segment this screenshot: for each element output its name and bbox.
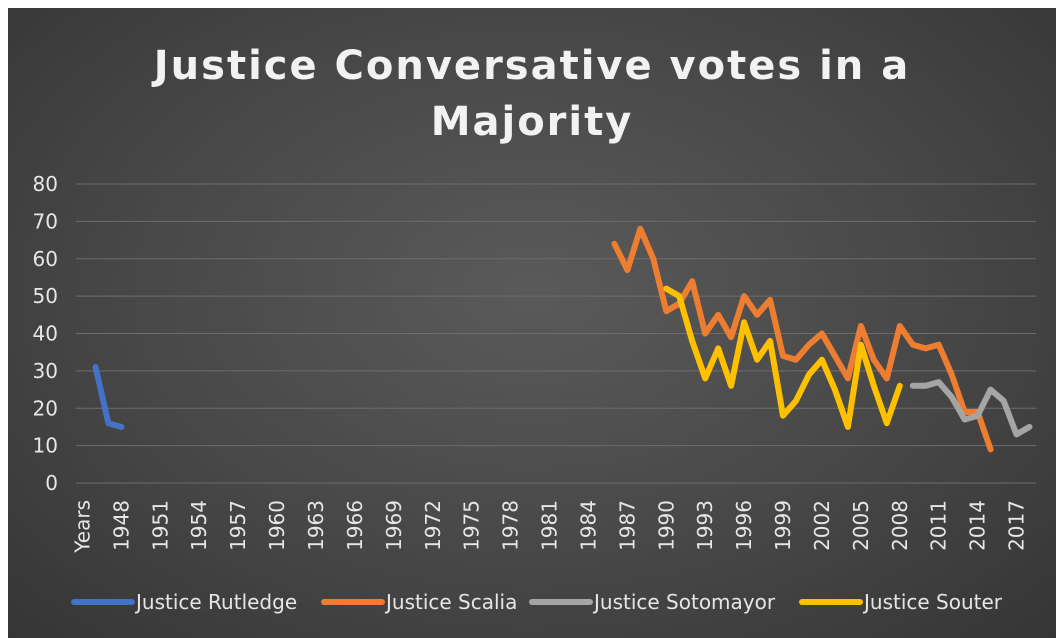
y-tick-label-50: 50 — [33, 284, 58, 308]
x-tick-label-1999: 1999 — [771, 500, 795, 551]
y-tick-label-60: 60 — [33, 247, 58, 271]
series-line-justice-rutledge — [92, 364, 125, 430]
x-tick-label-2017: 2017 — [1005, 500, 1029, 551]
series-line-justice-souter — [663, 285, 903, 430]
legend-label-2: Justice Sotomayor — [592, 590, 776, 614]
legend-label-1: Justice Scalia — [384, 590, 517, 614]
x-tick-label-1981: 1981 — [538, 500, 562, 551]
x-tick-label-2005: 2005 — [849, 500, 873, 551]
x-axis-ticks: Years 1948 1951 1954 1957 1960 1963 1966 1969 197… — [70, 500, 1028, 554]
chart-title: Justice Conversative votes in a Majority — [8, 38, 1056, 150]
x-tick-label-1957: 1957 — [226, 500, 250, 551]
x-tick-label-1966: 1966 — [343, 500, 367, 551]
x-tick-label-2011: 2011 — [927, 500, 951, 551]
chart-background: Justice Conversative votes in a Majority… — [8, 8, 1056, 638]
x-tick-label-1954: 1954 — [187, 500, 211, 551]
y-tick-label-10: 10 — [33, 434, 58, 458]
legend-label-3: Justice Souter — [862, 590, 1003, 614]
x-tick-label-1993: 1993 — [693, 500, 717, 551]
x-tick-label-2014: 2014 — [966, 500, 990, 551]
x-tick-label-1951: 1951 — [148, 500, 172, 551]
x-tick-label-1963: 1963 — [304, 500, 328, 551]
x-tick-label-1978: 1978 — [499, 500, 523, 551]
legend-label-0: Justice Rutledge — [134, 590, 297, 614]
gridlines — [76, 183, 1036, 484]
legend: Justice Rutledge Justice Scalia Justice So… — [71, 590, 1003, 614]
series-lines — [92, 225, 1033, 453]
y-tick-label-40: 40 — [33, 322, 58, 346]
x-tick-label-1948: 1948 — [109, 500, 133, 551]
x-tick-label-2002: 2002 — [810, 500, 834, 551]
y-tick-label-30: 30 — [33, 359, 58, 383]
y-tick-label-0: 0 — [45, 471, 58, 495]
x-tick-label-2008: 2008 — [888, 500, 912, 551]
chart-title-line-2: Majority — [430, 99, 634, 145]
series-line-justice-scalia — [611, 225, 994, 453]
x-tick-label-1996: 1996 — [732, 500, 756, 551]
y-tick-label-80: 80 — [33, 172, 58, 196]
y-tick-label-20: 20 — [33, 396, 58, 420]
series-line-justice-sotomayor — [909, 379, 1033, 438]
line-chart: 0 10 20 30 40 50 60 70 80 Years 1948 1951 1954 1957 1… — [33, 172, 1036, 614]
x-tick-label-1969: 1969 — [382, 500, 406, 551]
x-tick-label-1975: 1975 — [460, 500, 484, 551]
x-tick-label-1984: 1984 — [576, 500, 600, 551]
x-tick-label-1972: 1972 — [421, 500, 445, 551]
y-tick-label-70: 70 — [33, 209, 58, 233]
x-tick-label-1987: 1987 — [615, 500, 639, 551]
x-tick-label-Years: Years — [70, 500, 94, 554]
chart-title-line-1: Justice Conversative votes in a — [153, 43, 911, 89]
y-axis-ticks: 0 10 20 30 40 50 60 70 80 — [33, 172, 58, 495]
x-tick-label-1990: 1990 — [654, 500, 678, 551]
x-tick-label-1960: 1960 — [265, 500, 289, 551]
